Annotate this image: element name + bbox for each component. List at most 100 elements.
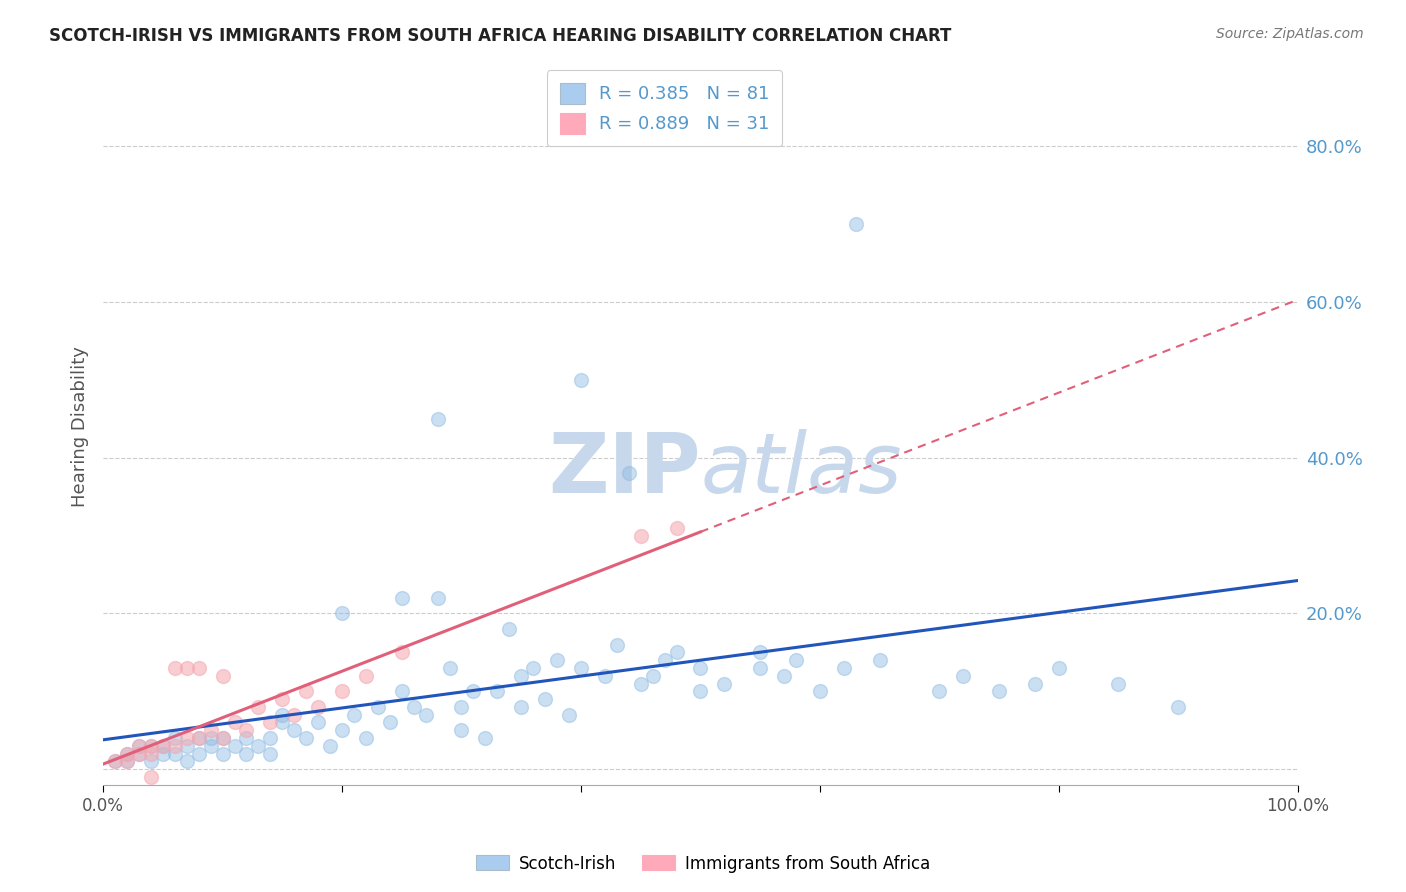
Point <box>845 217 868 231</box>
Point <box>354 669 377 683</box>
Point <box>139 739 162 753</box>
Point <box>224 739 246 753</box>
Point <box>259 731 281 745</box>
Point <box>295 731 318 745</box>
Point <box>163 661 186 675</box>
Point <box>187 747 209 761</box>
Point <box>654 653 676 667</box>
Legend: Scotch-Irish, Immigrants from South Africa: Scotch-Irish, Immigrants from South Afri… <box>470 848 936 880</box>
Point <box>139 755 162 769</box>
Point <box>391 645 413 659</box>
Point <box>211 731 233 745</box>
Point <box>176 661 198 675</box>
Point <box>354 731 377 745</box>
Point <box>319 739 342 753</box>
Point <box>235 723 257 738</box>
Point <box>426 412 449 426</box>
Point <box>569 661 592 675</box>
Point <box>689 661 711 675</box>
Point <box>187 731 209 745</box>
Point <box>163 731 186 745</box>
Point <box>474 731 496 745</box>
Point <box>463 684 485 698</box>
Point <box>211 747 233 761</box>
Point <box>271 707 294 722</box>
Point <box>235 747 257 761</box>
Point <box>343 707 366 722</box>
Point <box>439 661 461 675</box>
Point <box>152 739 174 753</box>
Point <box>152 747 174 761</box>
Point <box>1047 661 1070 675</box>
Point <box>630 676 652 690</box>
Point <box>200 723 222 738</box>
Point <box>211 669 233 683</box>
Point <box>415 707 437 722</box>
Point <box>176 739 198 753</box>
Point <box>139 770 162 784</box>
Point <box>952 669 974 683</box>
Point <box>558 707 581 722</box>
Point <box>235 731 257 745</box>
Point <box>271 692 294 706</box>
Point <box>402 699 425 714</box>
Point <box>247 739 270 753</box>
Point <box>307 699 329 714</box>
Point <box>247 699 270 714</box>
Point <box>510 699 533 714</box>
Point <box>115 755 138 769</box>
Point <box>510 669 533 683</box>
Point <box>295 684 318 698</box>
Text: atlas: atlas <box>700 429 903 510</box>
Point <box>773 669 796 683</box>
Point <box>832 661 855 675</box>
Point <box>187 731 209 745</box>
Point <box>988 684 1011 698</box>
Point <box>128 747 150 761</box>
Point <box>367 699 389 714</box>
Point <box>128 739 150 753</box>
Point <box>200 731 222 745</box>
Point <box>808 684 831 698</box>
Point <box>378 715 401 730</box>
Point <box>1167 699 1189 714</box>
Point <box>128 747 150 761</box>
Point <box>176 731 198 745</box>
Text: Source: ZipAtlas.com: Source: ZipAtlas.com <box>1216 27 1364 41</box>
Point <box>259 715 281 730</box>
Text: ZIP: ZIP <box>548 429 700 510</box>
Point <box>307 715 329 730</box>
Point <box>139 747 162 761</box>
Point <box>749 661 772 675</box>
Point <box>665 521 688 535</box>
Point <box>163 739 186 753</box>
Point <box>104 755 127 769</box>
Point <box>211 731 233 745</box>
Point <box>630 528 652 542</box>
Point <box>115 747 138 761</box>
Point <box>330 723 353 738</box>
Point <box>928 684 950 698</box>
Point <box>498 622 520 636</box>
Point <box>391 591 413 605</box>
Point <box>187 661 209 675</box>
Point <box>163 747 186 761</box>
Point <box>665 645 688 659</box>
Point <box>641 669 664 683</box>
Point <box>200 739 222 753</box>
Point <box>546 653 568 667</box>
Point <box>224 715 246 730</box>
Point <box>450 723 472 738</box>
Point <box>785 653 807 667</box>
Point <box>104 755 127 769</box>
Point <box>259 747 281 761</box>
Point <box>486 684 509 698</box>
Point <box>139 739 162 753</box>
Point <box>271 715 294 730</box>
Text: SCOTCH-IRISH VS IMMIGRANTS FROM SOUTH AFRICA HEARING DISABILITY CORRELATION CHAR: SCOTCH-IRISH VS IMMIGRANTS FROM SOUTH AF… <box>49 27 952 45</box>
Point <box>128 739 150 753</box>
Point <box>450 699 472 714</box>
Point <box>689 684 711 698</box>
Point <box>534 692 557 706</box>
Y-axis label: Hearing Disability: Hearing Disability <box>72 346 89 507</box>
